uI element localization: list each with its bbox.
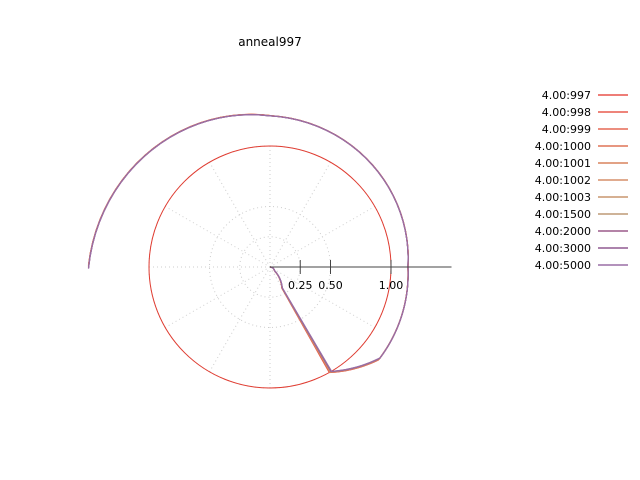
tick-label: 0.25 xyxy=(288,279,313,292)
grid-spoke xyxy=(209,161,271,268)
grid-spoke xyxy=(209,266,271,373)
legend-label: 4.00:1003 xyxy=(535,191,591,204)
legend-label: 4.00:2000 xyxy=(535,225,591,238)
legend-label: 4.00:1002 xyxy=(535,174,591,187)
legend-label: 4.00:1000 xyxy=(535,140,591,153)
grid-spoke xyxy=(164,206,271,268)
legend-label: 4.00:997 xyxy=(542,89,591,102)
legend-label: 4.00:3000 xyxy=(535,242,591,255)
series-line xyxy=(87,114,409,372)
legend: 4.00:997 4.00:998 4.00:999 4.00:1000 4.00:10… xyxy=(535,89,628,272)
legend-label: 4.00:1001 xyxy=(535,157,591,170)
tick-label: 1.00 xyxy=(379,279,404,292)
grid-spoke xyxy=(269,266,376,328)
legend-label: 4.00:1500 xyxy=(535,208,591,221)
legend-label: 4.00:998 xyxy=(542,106,591,119)
legend-label: 4.00:5000 xyxy=(535,259,591,272)
grid-spoke xyxy=(269,161,331,268)
radial-axis: 0.25 0.50 1.00 xyxy=(270,260,452,292)
tick-label: 0.50 xyxy=(318,279,343,292)
series-layer xyxy=(87,113,409,374)
grid-spoke xyxy=(269,206,376,268)
grid-spoke xyxy=(164,266,271,328)
chart-title: anneal997 xyxy=(238,35,302,49)
legend-label: 4.00:999 xyxy=(542,123,591,136)
